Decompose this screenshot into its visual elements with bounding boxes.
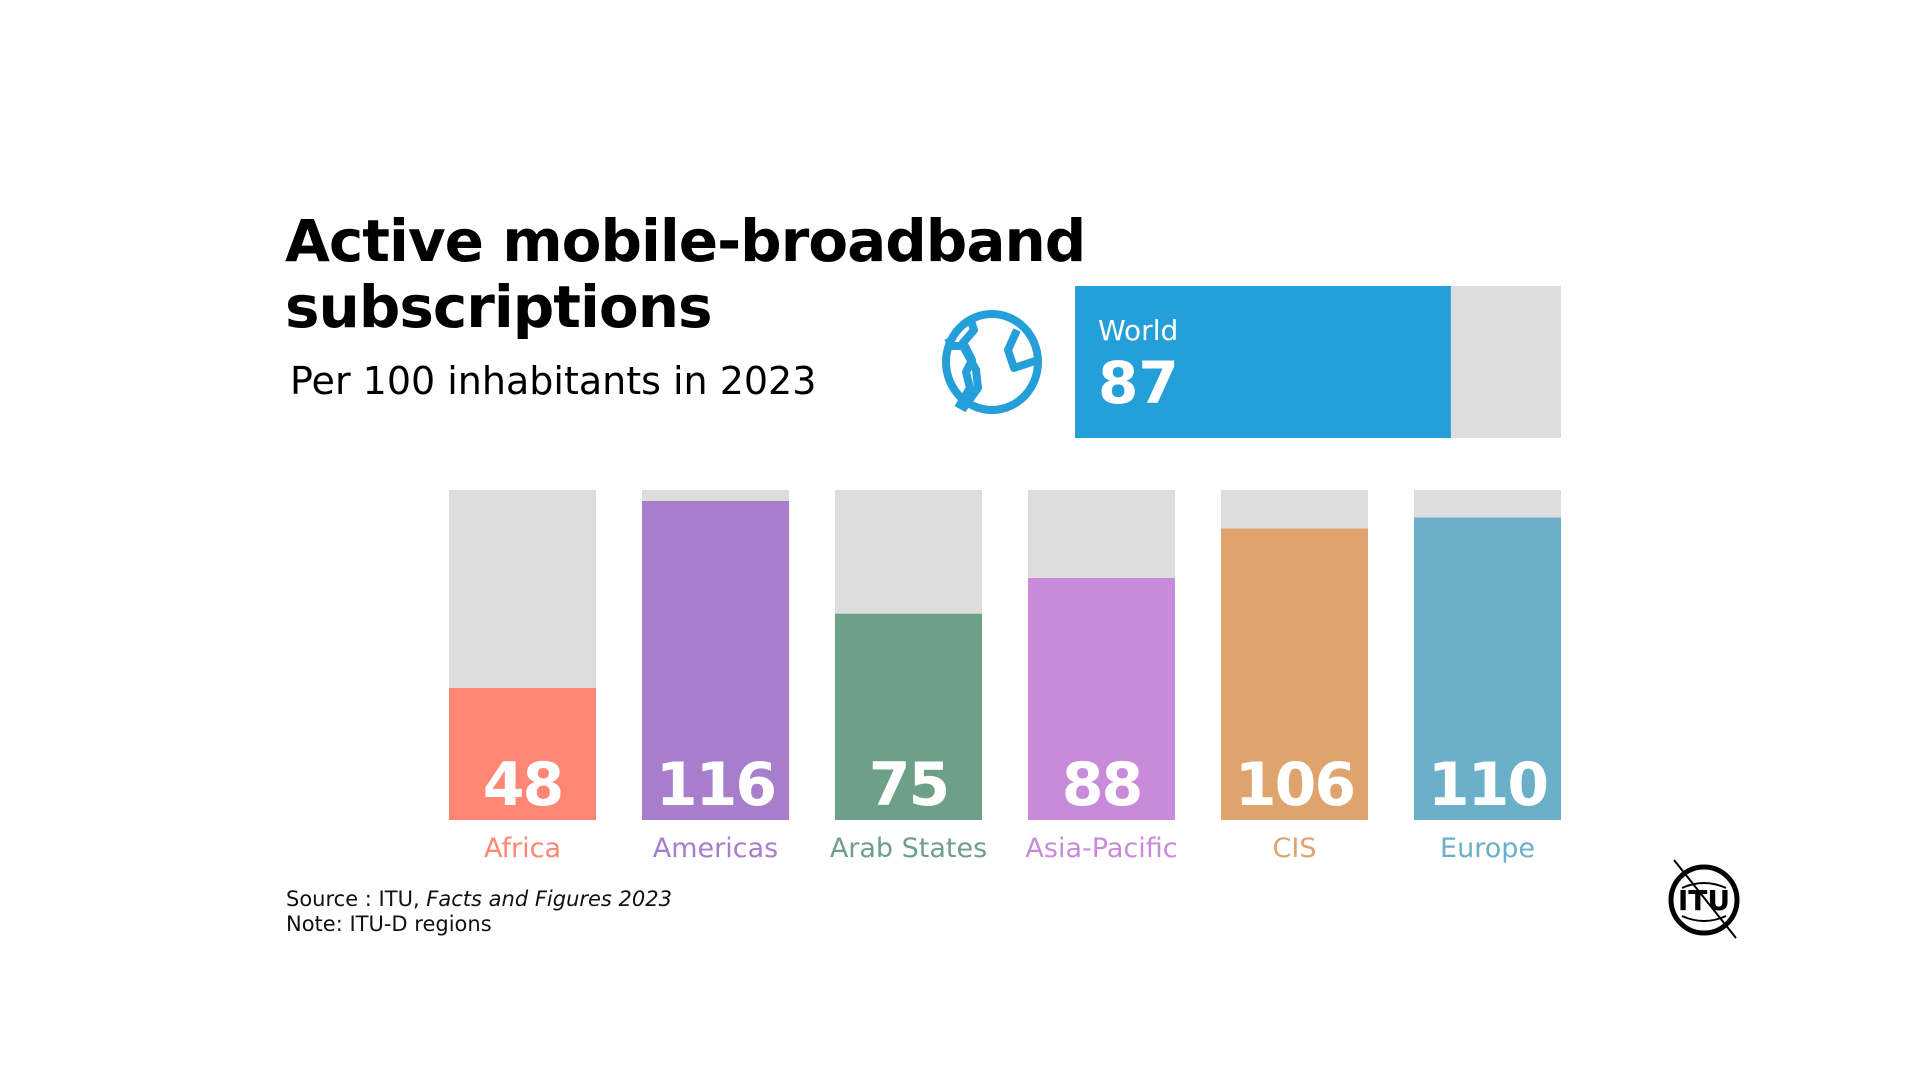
chart-subtitle: Per 100 inhabitants in 2023 (290, 359, 817, 403)
category-label: Asia-Pacific (1025, 833, 1177, 864)
data-label: 110 (1428, 750, 1547, 820)
bar-africa (449, 688, 596, 820)
bar-arab-states (835, 613, 982, 820)
bar-americas (642, 501, 789, 820)
note: Note: ITU-D regions (286, 912, 492, 936)
world-bar-fill (1075, 286, 1451, 438)
category-label: Africa (484, 833, 561, 864)
source-title: Facts and Figures 2023 (426, 887, 672, 911)
title-line-2: subscriptions (285, 273, 713, 341)
world-value: 87 (1098, 349, 1179, 417)
svg-text:ITU: ITU (1678, 884, 1730, 917)
data-label: 116 (656, 750, 775, 820)
bar-europe (1414, 517, 1561, 820)
bar-asia-pacific (1028, 578, 1175, 820)
title-line-1: Active mobile-broadband (285, 207, 1086, 275)
category-label: CIS (1273, 833, 1317, 864)
world-label: World (1098, 314, 1178, 347)
source-prefix: Source : ITU, (286, 887, 427, 911)
data-label: 88 (1062, 750, 1142, 820)
source-note: Source : ITU, Facts and Figures 2023 Not… (286, 887, 672, 937)
data-label: 75 (869, 750, 949, 820)
category-label: Arab States (830, 833, 987, 864)
data-label: 48 (483, 750, 563, 820)
bar-cis (1221, 528, 1368, 820)
category-label: Americas (653, 833, 778, 864)
chart-title: Active mobile-broadband subscriptions (285, 207, 1086, 341)
globe-icon (942, 310, 1042, 414)
itu-logo: ITU (1668, 859, 1740, 939)
data-label: 106 (1235, 750, 1354, 820)
category-label: Europe (1440, 833, 1535, 864)
